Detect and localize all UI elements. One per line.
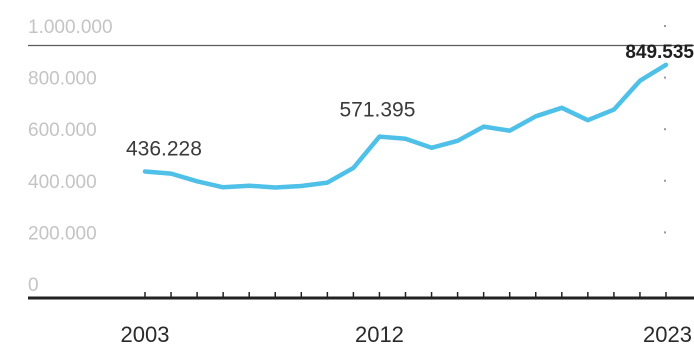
x-axis-labels: 2003 2012 2023 <box>121 322 692 347</box>
y-tick-label: 800.000 <box>28 69 97 90</box>
x-tick-label: 2003 <box>121 322 170 347</box>
x-tick-label: 2012 <box>355 322 404 347</box>
y-tick-label: 600.000 <box>28 120 97 141</box>
x-minor-ticks <box>144 292 667 298</box>
y-tick-label: 400.000 <box>28 172 97 193</box>
x-tick-label: 2023 <box>643 322 692 347</box>
right-edge-marker <box>664 76 666 79</box>
data-label: 436.228 <box>126 137 202 160</box>
right-edge-marker <box>664 25 666 27</box>
right-edge-marker <box>664 179 666 182</box>
y-tick-label: 1.000.000 <box>28 17 113 38</box>
y-tick-label: 0 <box>28 275 39 296</box>
right-edge-markers <box>664 25 666 234</box>
y-axis: 0 200.000 400.000 600.000 800.000 1.000.000 <box>28 17 113 296</box>
data-label: 849.535 <box>625 42 694 63</box>
right-edge-marker <box>664 128 666 131</box>
data-labels: 436.228 571.395 849.535 <box>126 42 694 160</box>
series-line-residents <box>142 62 669 190</box>
data-label: 571.395 <box>339 99 415 122</box>
right-edge-marker <box>664 231 666 234</box>
y-tick-label: 200.000 <box>28 223 97 244</box>
